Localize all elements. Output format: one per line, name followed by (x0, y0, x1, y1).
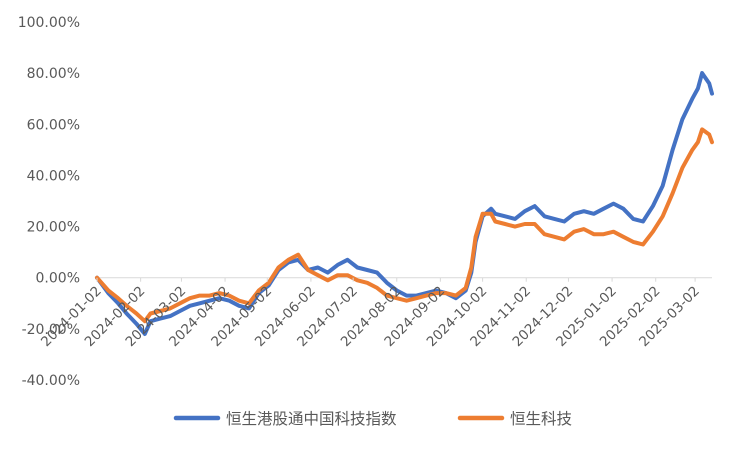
y-tick-label: 20.00% (27, 220, 80, 236)
y-tick-label: -20.00% (22, 322, 80, 338)
y-tick-label: -40.00% (22, 373, 80, 389)
legend-label-series-2: 恒生科技 (510, 410, 572, 428)
y-tick-label: 60.00% (27, 117, 80, 133)
series-lines (95, 71, 714, 336)
y-tick-label: 0.00% (36, 271, 80, 287)
y-tick-label: 100.00% (18, 15, 80, 31)
legend: 恒生港股通中国科技指数 恒生科技 (173, 410, 572, 428)
y-axis-tick-labels: 100.00% 80.00% 60.00% 40.00% 20.00% 0.00% -20.… (18, 15, 80, 389)
y-tick-label: 80.00% (27, 66, 80, 82)
series-line-2 (95, 127, 714, 324)
series-line-1 (95, 71, 714, 336)
y-tick-label: 40.00% (27, 168, 80, 184)
legend-label-series-1: 恒生港股通中国科技指数 (226, 410, 397, 428)
